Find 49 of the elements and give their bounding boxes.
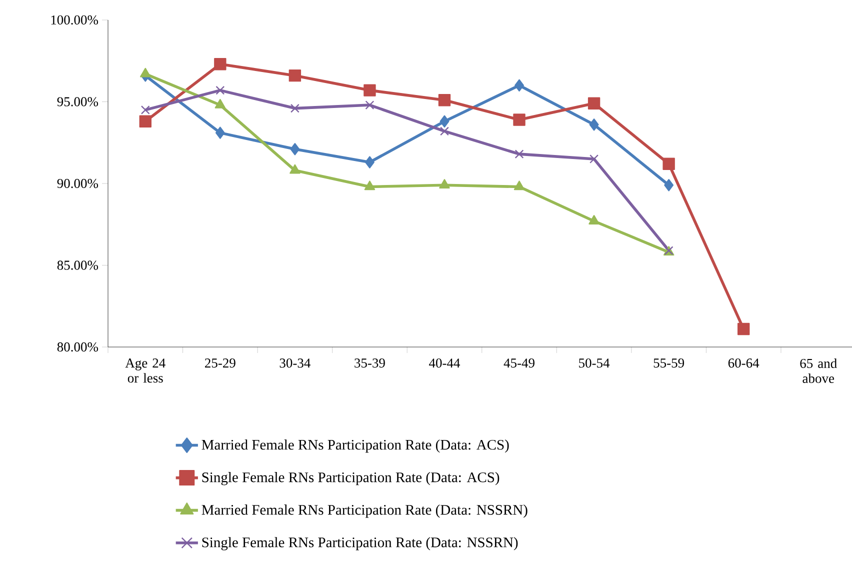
point: [214, 58, 226, 70]
y-tick-label: 100.00%: [51, 15, 98, 25]
x-tick-label: 60-64: [728, 358, 760, 368]
point: [290, 143, 300, 156]
point: [140, 68, 151, 78]
x-tick-label: 35-39: [354, 358, 385, 368]
y-tick-label: 90.00%: [57, 178, 98, 188]
point: [737, 322, 750, 336]
x-tick-label: 55-59: [654, 358, 684, 368]
point: [290, 104, 300, 113]
point: [364, 156, 374, 168]
point: [514, 180, 525, 190]
x-tick-label: 25-29: [205, 358, 236, 368]
point: [364, 180, 376, 190]
point: [139, 115, 152, 128]
point: [215, 126, 225, 139]
point: [214, 98, 226, 108]
x-tick-label: 65 and above: [800, 358, 837, 384]
legend-label: Single Female RNs Participation Rate (Data: NSSRN): [202, 537, 518, 550]
point: [590, 154, 599, 164]
point: [664, 179, 674, 192]
x-tick-label: 40-44: [429, 358, 460, 368]
y-tick-label: 85.00%: [57, 260, 98, 270]
point: [662, 158, 675, 170]
point: [440, 126, 449, 136]
point: [440, 115, 450, 128]
point: [514, 150, 524, 159]
y-tick-label: 95.00%: [57, 97, 98, 106]
y-tick-label: 80.00%: [57, 342, 98, 352]
point: [438, 94, 451, 106]
x-tick-label: Age 24 or less: [125, 358, 166, 383]
point: [290, 164, 300, 174]
x-tick-label: 45-49: [504, 358, 534, 368]
legend-label: Married Female RNs Participation Rate (Data: ACS): [202, 439, 509, 453]
x-tick-label: 30-34: [280, 358, 310, 368]
point: [439, 179, 450, 188]
point: [588, 215, 600, 224]
x-tick-label: 50-54: [579, 358, 610, 368]
point: [288, 69, 302, 82]
legend-label: Married Female RNs Participation Rate (Data: NSSRN): [202, 504, 528, 518]
point: [216, 86, 225, 95]
point: [513, 114, 526, 126]
point: [588, 97, 600, 110]
legend-label: Single Female RNs Participation Rate (Data: ACS): [202, 472, 500, 486]
point: [514, 79, 524, 92]
point: [365, 100, 374, 110]
point: [140, 105, 150, 114]
point: [589, 118, 599, 131]
point: [364, 84, 376, 96]
